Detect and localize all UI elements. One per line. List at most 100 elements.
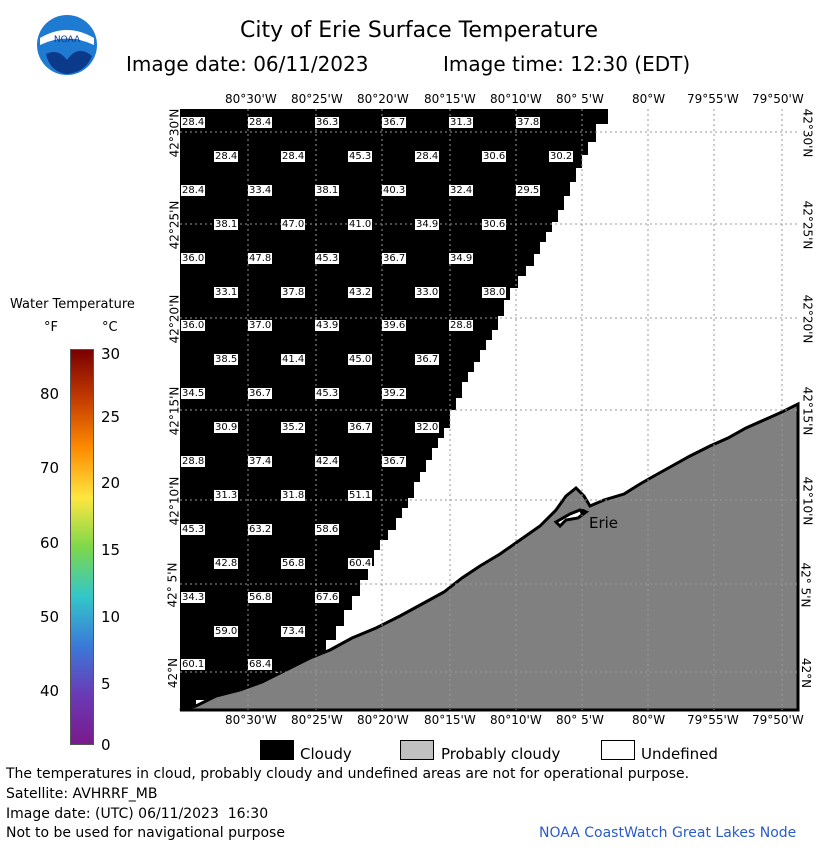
temperature-label: 31.3 (449, 117, 474, 128)
temperature-label: 31.3 (214, 489, 239, 501)
temperature-label: 36.7 (382, 252, 407, 264)
temperature-label: 42.8 (214, 557, 239, 569)
lon-label: 79°50'W (752, 92, 804, 106)
c-tick: 0 (101, 736, 111, 754)
f-tick: 60 (40, 534, 60, 552)
noaa-logo: NOAA (36, 14, 98, 76)
temperature-label: 28.4 (415, 150, 440, 162)
legend-unit-f: °F (44, 320, 58, 335)
temperature-label: 43.9 (315, 320, 340, 332)
temperature-label: 37.0 (248, 320, 273, 332)
lat-label: 42°10'N (167, 476, 182, 526)
temperature-label: 34.9 (415, 218, 440, 230)
legend-colorbar (70, 349, 94, 745)
temperature-label: 36.3 (315, 117, 340, 128)
lat-label: 42°N (799, 657, 814, 689)
temperature-label: 33.4 (248, 184, 273, 196)
disclaimer-text: The temperatures in cloud, probably clou… (6, 766, 690, 782)
lon-label: 79°50'W (752, 713, 804, 727)
temperature-label: 40.3 (382, 184, 407, 196)
temperature-label: 45.3 (315, 388, 340, 400)
temperature-label: 41.4 (281, 354, 306, 366)
cloudy-swatch (260, 740, 294, 760)
temperature-label: 43.2 (348, 286, 373, 298)
c-tick: 15 (101, 541, 121, 559)
temperature-label: 28.8 (449, 320, 474, 332)
temperature-label: 38.0 (482, 286, 507, 298)
c-tick: 5 (101, 675, 111, 693)
nav-warning-text: Not to be used for navigational purpose (6, 825, 285, 841)
lon-label: 80°20'W (357, 713, 409, 727)
lon-label: 80° 5'W (556, 92, 604, 106)
temperature-label: 39.6 (382, 320, 407, 332)
utc-date-text: Image date: (UTC) 06/11/2023 16:30 (6, 806, 269, 822)
f-tick: 50 (40, 608, 60, 626)
lat-label: 42° 5'N (165, 562, 180, 608)
probably-cloudy-label: Probably cloudy (441, 745, 561, 763)
cloudy-label: Cloudy (300, 745, 352, 763)
land-region (179, 401, 800, 712)
lon-label: 79°55'W (687, 92, 739, 106)
lat-label: 42°25'N (800, 200, 815, 250)
lon-label: 80° 5'W (556, 713, 604, 727)
temperature-label: 45.3 (315, 252, 340, 264)
map-grid (180, 109, 798, 710)
lat-label: 42°30'N (167, 108, 182, 158)
f-tick: 70 (40, 459, 60, 477)
lat-label: 42°10'N (800, 476, 815, 526)
noaa-logo-text: NOAA (54, 35, 81, 45)
c-tick: 10 (101, 608, 121, 626)
temperature-label: 39.2 (382, 388, 407, 400)
temperature-label: 56.8 (248, 591, 273, 603)
temperature-label: 29.5 (516, 184, 541, 196)
temperature-label: 60.1 (181, 659, 206, 671)
f-tick: 80 (40, 385, 60, 403)
temperature-label: 60.4 (348, 557, 373, 569)
undefined-swatch (601, 740, 635, 760)
c-tick: 20 (101, 474, 121, 492)
erie-city-label: Erie (589, 514, 618, 532)
temperature-label: 28.4 (248, 117, 273, 128)
temperature-label: 34.9 (449, 252, 474, 264)
temperature-label: 30.6 (482, 150, 507, 162)
temperature-label: 37.4 (248, 456, 273, 467)
temperature-label: 41.0 (348, 218, 373, 230)
temperature-label: 36.7 (382, 117, 407, 128)
lat-label: 42°30'N (800, 108, 815, 158)
temperature-label: 34.3 (181, 591, 206, 603)
lon-label: 79°55'W (687, 713, 739, 727)
satellite-text: Satellite: AVHRRF_MB (6, 786, 158, 802)
lat-label: 42° 5'N (798, 562, 813, 608)
legend-unit-c: °C (102, 320, 118, 335)
lon-label: 80°30'W (225, 713, 277, 727)
temperature-label: 45.3 (181, 523, 206, 535)
temperature-label: 33.1 (214, 286, 239, 298)
temperature-label: 30.9 (214, 422, 239, 434)
lat-label: 42°20'N (167, 294, 182, 344)
lat-label: 42°25'N (167, 200, 182, 250)
lon-label: 80°25'W (291, 713, 343, 727)
lat-label: 42°20'N (800, 294, 815, 344)
f-tick: 40 (40, 682, 60, 700)
lon-label: 80°30'W (225, 92, 277, 106)
temperature-label: 28.4 (181, 117, 206, 128)
credit-text: NOAA CoastWatch Great Lakes Node (539, 825, 797, 841)
lon-label: 80°W (632, 713, 666, 727)
temperature-label: 32.4 (449, 184, 474, 196)
c-tick: 30 (101, 345, 121, 363)
temperature-label: 67.6 (315, 591, 340, 603)
temperature-label: 33.0 (415, 286, 440, 298)
temperature-label: 37.8 (516, 117, 541, 128)
page-title: City of Erie Surface Temperature (239, 18, 599, 43)
lon-label: 80°15'W (424, 92, 476, 106)
temperature-label: 34.5 (181, 388, 206, 400)
image-time: Image time: 12:30 (EDT) (443, 52, 691, 76)
temperature-label: 45.0 (348, 354, 373, 366)
lat-label: 42°15'N (800, 386, 815, 436)
temperature-label: 28.4 (281, 150, 306, 162)
probably-cloudy-swatch (400, 740, 434, 760)
lon-label: 80°10'W (490, 92, 542, 106)
temperature-label: 32.0 (415, 422, 440, 434)
lon-label: 80°15'W (424, 713, 476, 727)
temperature-label: 30.2 (549, 150, 574, 162)
